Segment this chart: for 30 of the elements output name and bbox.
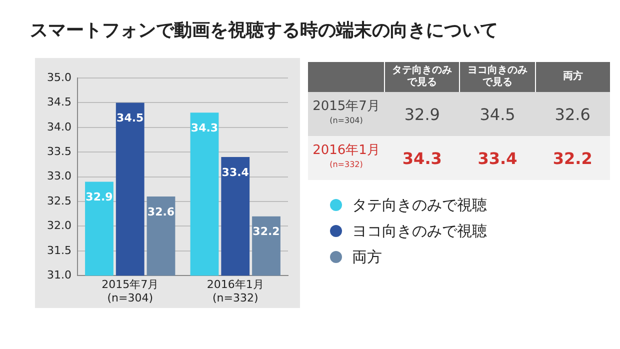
y-tick-label: 33.5 bbox=[46, 144, 72, 158]
y-tick-label: 32.0 bbox=[46, 219, 72, 232]
y-tick-label: 34.5 bbox=[46, 96, 72, 109]
legend-label: ヨコ向きのみで視聴 bbox=[352, 222, 487, 240]
category-label: 2016年1月 (n=332) bbox=[312, 143, 381, 171]
data-label: 33.4 bbox=[222, 166, 250, 179]
y-tick-label: 34.0 bbox=[46, 120, 72, 134]
series-label: 両方 bbox=[562, 71, 584, 83]
chart-title: スマートフォンで動画を視聴する時の端末の向きについて bbox=[30, 19, 498, 42]
y-tick-label: 35.0 bbox=[46, 70, 72, 84]
series-label: ヨコ向きのみで見る bbox=[466, 65, 529, 89]
y-tick-label: 31.5 bbox=[46, 244, 72, 257]
data-label: 34.5 bbox=[460, 92, 536, 136]
data-label: 32.9 bbox=[384, 92, 460, 136]
data-label: 32.2 bbox=[252, 225, 280, 238]
category-label: 2015年7月 (n=304) bbox=[312, 99, 381, 127]
data-label: 32.6 bbox=[535, 92, 610, 136]
data-label: 32.6 bbox=[147, 205, 175, 218]
data-label: 34.3 bbox=[384, 136, 460, 180]
y-tick-label: 31.0 bbox=[46, 268, 72, 282]
data-label: 32.2 bbox=[535, 136, 610, 180]
data-label: 34.3 bbox=[190, 121, 218, 134]
data-label: 33.4 bbox=[460, 136, 536, 180]
y-tick-label: 33.0 bbox=[46, 170, 72, 183]
legend-label: 両方 bbox=[352, 248, 382, 266]
legend-label: タテ向きのみで視聴 bbox=[352, 196, 487, 214]
data-label: 32.9 bbox=[86, 190, 113, 204]
series-label: タテ向きのみで見る bbox=[391, 65, 454, 89]
data-label: 34.5 bbox=[116, 112, 144, 125]
y-tick-label: 32.5 bbox=[46, 194, 72, 208]
